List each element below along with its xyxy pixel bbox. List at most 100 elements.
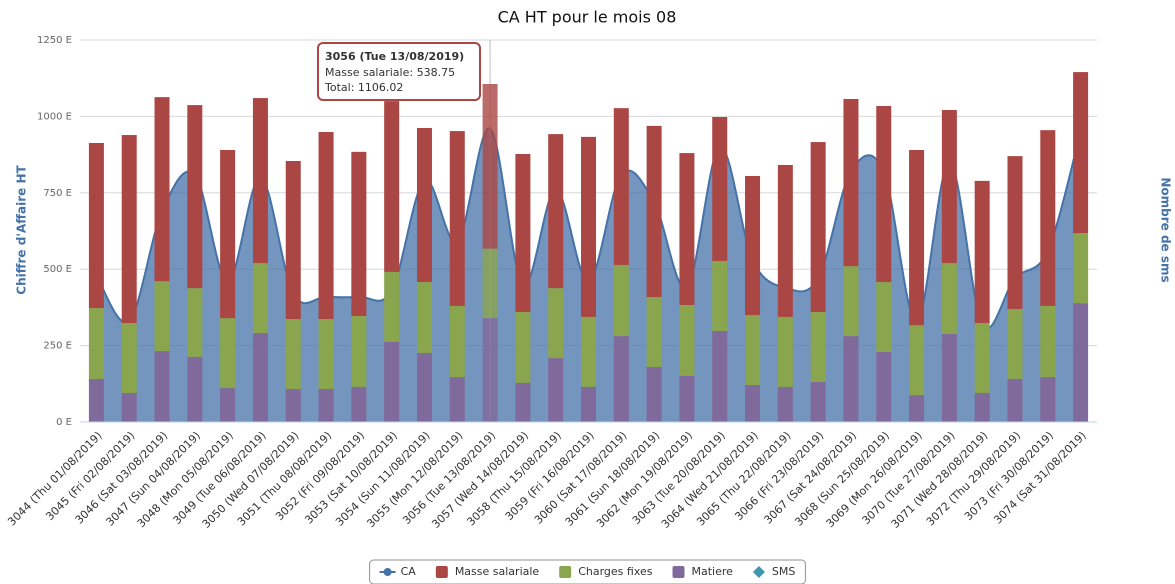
legend-label: CA bbox=[401, 565, 417, 578]
bar-segment bbox=[712, 330, 728, 422]
bar-segment bbox=[941, 333, 957, 422]
bar-segment bbox=[941, 263, 957, 334]
bar-segment bbox=[909, 325, 925, 396]
bar-segment bbox=[613, 264, 629, 337]
bar-segment bbox=[581, 316, 596, 387]
bar-segment bbox=[416, 352, 432, 422]
bar-segment bbox=[777, 164, 793, 317]
bar-segment bbox=[909, 395, 925, 422]
bar-segment bbox=[548, 358, 564, 422]
bar-segment bbox=[187, 356, 203, 422]
bar-segment bbox=[384, 101, 400, 272]
bar-segment bbox=[187, 105, 203, 289]
chart-title: CA HT pour le mois 08 bbox=[498, 8, 677, 27]
bar-segment bbox=[384, 341, 400, 422]
bar-segment bbox=[88, 378, 104, 422]
bar-segment bbox=[974, 180, 990, 323]
y2-axis-title: Nombre de sms bbox=[1159, 177, 1173, 282]
bar-segment bbox=[581, 136, 596, 317]
y-tick-label: 500 E bbox=[43, 264, 72, 275]
bar-segment bbox=[154, 97, 170, 282]
legend-symbol bbox=[559, 566, 572, 578]
bar-segment bbox=[482, 318, 498, 422]
bar-segment bbox=[843, 266, 859, 337]
bar-segment bbox=[876, 282, 892, 353]
bar-segment bbox=[810, 142, 826, 312]
bar-segment bbox=[449, 305, 465, 378]
bar-segment bbox=[1007, 378, 1023, 422]
bar-segment bbox=[1007, 156, 1023, 309]
bar-segment bbox=[318, 131, 334, 320]
legend-item[interactable]: Charges fixes bbox=[559, 565, 653, 578]
bar-segment bbox=[974, 392, 990, 422]
bar-segment bbox=[613, 336, 629, 422]
legend-item[interactable]: Masse salariale bbox=[435, 565, 540, 578]
bar-segment bbox=[548, 288, 564, 359]
bar-segment bbox=[777, 316, 793, 387]
legend-item[interactable]: Matiere bbox=[672, 565, 734, 578]
bar-segment bbox=[777, 386, 793, 422]
tooltip-title: 3056 (Tue 13/08/2019) bbox=[325, 50, 464, 63]
bar-segment bbox=[515, 153, 531, 312]
legend: CA Masse salariale Charges fixes Matiere SMS bbox=[369, 559, 806, 584]
bar-segment bbox=[351, 315, 367, 387]
bar-segment bbox=[121, 322, 137, 393]
legend-item[interactable]: SMS bbox=[752, 565, 795, 578]
bar-segment bbox=[810, 381, 826, 422]
tooltip-line: Total: 1106.02 bbox=[324, 81, 403, 94]
bar-segment bbox=[712, 260, 728, 331]
bar-segment bbox=[1073, 233, 1089, 304]
legend-symbol bbox=[435, 566, 448, 578]
tooltip: 3056 (Tue 13/08/2019) Masse salariale: 53… bbox=[317, 42, 481, 101]
bar-segment bbox=[449, 377, 465, 422]
bar-segment bbox=[974, 322, 990, 393]
bar-segment bbox=[613, 108, 629, 265]
bar-segment bbox=[384, 271, 400, 342]
bar-segment bbox=[679, 375, 695, 422]
legend-symbol bbox=[672, 566, 685, 578]
bar-segment bbox=[745, 175, 761, 316]
tooltip-line: Masse salariale: 538.75 bbox=[325, 66, 455, 79]
bar-segment bbox=[745, 385, 761, 422]
legend-item[interactable]: CA bbox=[379, 565, 417, 578]
legend-symbol bbox=[383, 568, 392, 576]
legend-label: Charges fixes bbox=[578, 565, 653, 578]
bar-segment bbox=[88, 142, 104, 309]
bar-segment bbox=[482, 84, 498, 249]
bar-segment bbox=[712, 117, 728, 261]
bar-segment bbox=[351, 151, 367, 316]
bar-segment bbox=[220, 318, 236, 389]
legend-label: Masse salariale bbox=[455, 565, 540, 578]
bar-segment bbox=[252, 333, 268, 422]
bar-segment bbox=[515, 311, 531, 383]
bar-segment bbox=[646, 297, 662, 367]
y-tick-label: 750 E bbox=[43, 188, 72, 199]
bar-segment bbox=[220, 150, 236, 319]
y-tick-label: 250 E bbox=[43, 341, 72, 352]
bar-segment bbox=[646, 125, 662, 298]
legend-label: SMS bbox=[772, 565, 795, 578]
y-axis-title: Chiffre d'Affaire HT bbox=[15, 165, 29, 295]
bar-segment bbox=[1073, 303, 1089, 422]
bar-segment bbox=[1040, 305, 1056, 378]
bar-segment bbox=[876, 106, 892, 283]
bar-segment bbox=[941, 109, 957, 264]
bar-segment bbox=[1040, 130, 1056, 306]
bar-segment bbox=[154, 281, 170, 352]
bar-segment bbox=[88, 308, 104, 379]
bar-segment bbox=[449, 131, 465, 306]
bar-segment bbox=[318, 319, 334, 389]
bar-segment bbox=[252, 263, 268, 334]
bar-segment bbox=[876, 352, 892, 422]
bar-segment bbox=[515, 382, 531, 422]
tooltip-box bbox=[317, 42, 481, 101]
bar-segment bbox=[318, 388, 334, 422]
area-fill bbox=[96, 128, 1081, 422]
bar-segment bbox=[416, 282, 432, 353]
bar-segment bbox=[154, 351, 170, 422]
legend-box bbox=[369, 559, 806, 584]
bar-segment bbox=[581, 386, 596, 422]
y-tick-label: 1250 E bbox=[37, 35, 72, 46]
bar-segment bbox=[843, 98, 859, 267]
